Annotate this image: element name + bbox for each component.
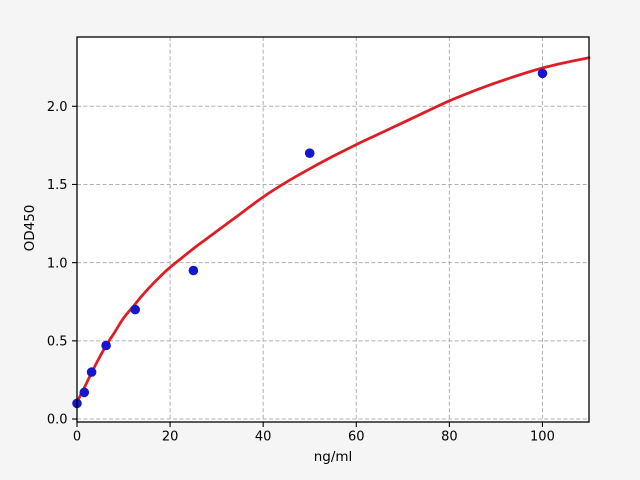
y-tick-label-2.0: 2.0: [47, 100, 68, 115]
plot-area: [77, 37, 589, 422]
x-tick-label-0: 0: [73, 430, 81, 445]
fit-curve-path: [75, 56, 591, 404]
data-point: [101, 340, 111, 351]
axes-spines: [76, 36, 590, 423]
x-tick-label-40: 40: [255, 430, 272, 445]
data-point: [79, 387, 90, 398]
y-axis-label: OD450: [22, 205, 38, 252]
y-tick-label-1.0: 1.0: [47, 256, 68, 271]
y-tick-label-1.5: 1.5: [47, 178, 68, 193]
y-tick-label-0.0: 0.0: [47, 413, 68, 428]
plot-layers: 0 20 40 60 80 100 0.0 0.5 1.0 1.5 2.0: [47, 36, 591, 445]
y-tick-label-0.5: 0.5: [47, 334, 68, 349]
data-point: [130, 304, 140, 315]
x-tick-label-60: 60: [348, 430, 365, 445]
data-point: [304, 148, 315, 158]
data-point: [188, 265, 199, 276]
x-tick-label-20: 20: [162, 430, 179, 445]
x-tick-label-80: 80: [441, 430, 458, 445]
data-point: [86, 367, 97, 377]
x-tick-label-100: 100: [530, 430, 555, 445]
data-point: [537, 68, 548, 79]
x-axis-label: ng/ml: [314, 449, 353, 465]
